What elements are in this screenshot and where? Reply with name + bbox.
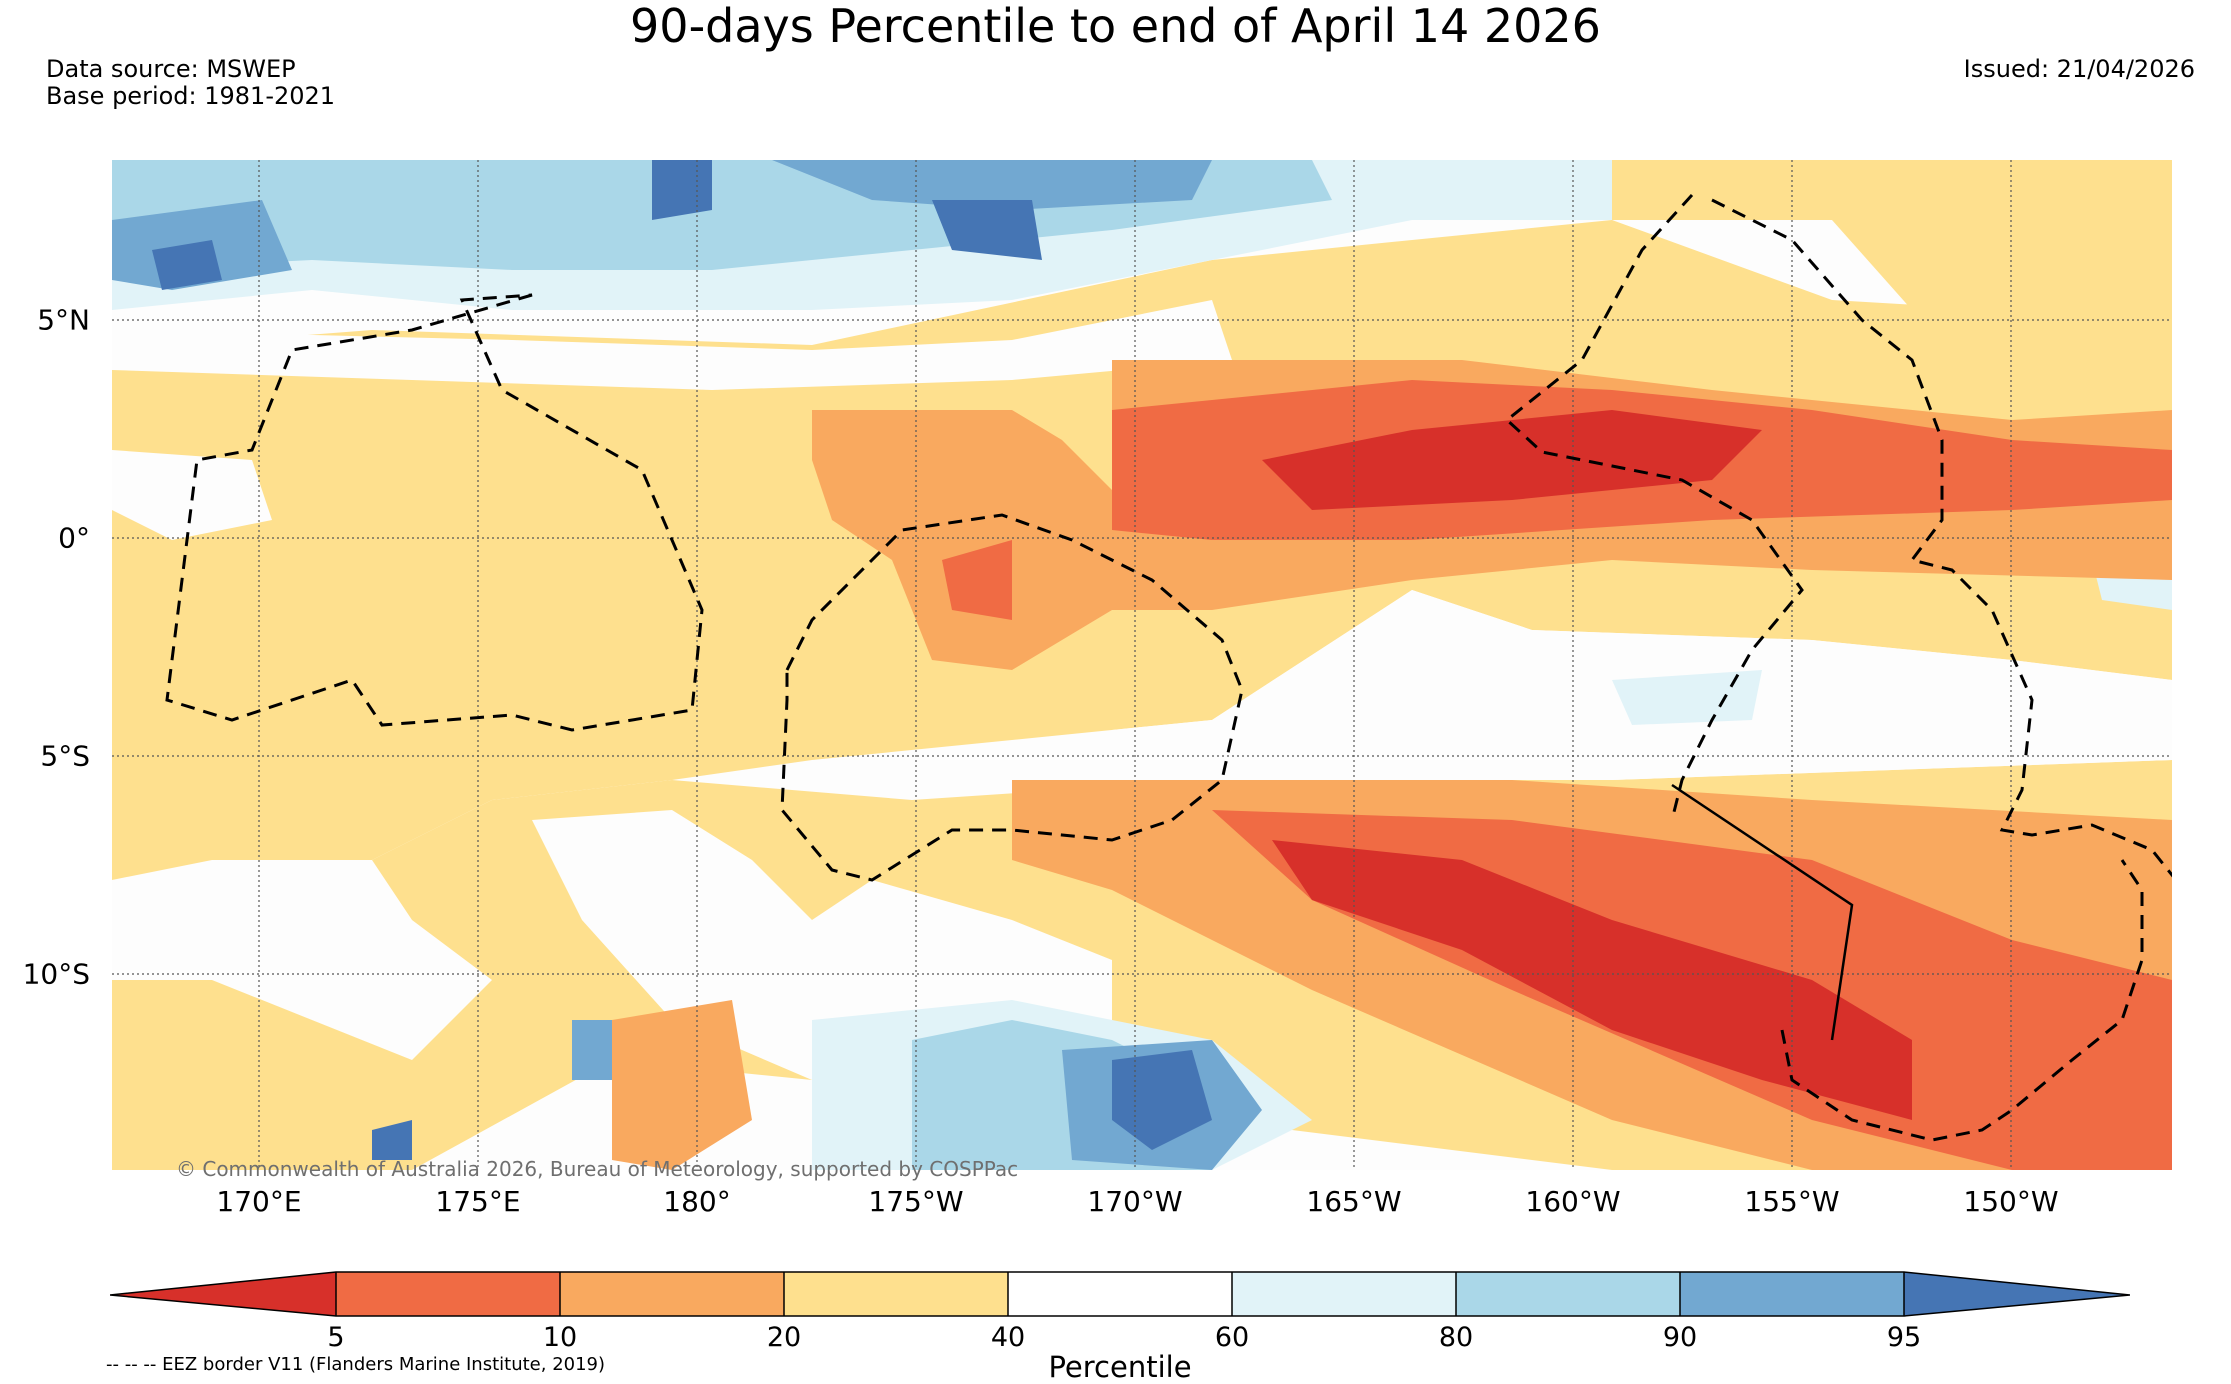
colorbar-tick-60: 60 bbox=[1214, 1322, 1250, 1353]
lon-label-170w: 170°W bbox=[1087, 1185, 1183, 1218]
issued-date: Issued: 21/04/2026 bbox=[1963, 55, 2195, 83]
lon-label-155w: 155°W bbox=[1744, 1185, 1840, 1218]
region-40-60-band-north bbox=[112, 300, 1232, 390]
region-90-95-south bbox=[572, 1020, 1262, 1170]
region-95-plus-south bbox=[372, 1050, 1212, 1160]
lat-label-0: 0° bbox=[58, 521, 90, 555]
colorbar-label: Percentile bbox=[1048, 1350, 1192, 1384]
colorbar-tick-80: 80 bbox=[1438, 1322, 1474, 1353]
eez-borders bbox=[165, 193, 2172, 1142]
lon-label-150w: 150°W bbox=[1963, 1185, 2059, 1218]
lon-label-180: 180° bbox=[663, 1185, 731, 1218]
colorbar-tick-95: 95 bbox=[1886, 1322, 1922, 1353]
region-10-20-sw bbox=[612, 1000, 752, 1170]
maritime-boundary bbox=[1671, 783, 1854, 1041]
colorbar bbox=[109, 1270, 2131, 1322]
lon-label-170e: 170°E bbox=[216, 1185, 302, 1218]
colorbar-segment-4 bbox=[1008, 1272, 1232, 1316]
region-0-5-south bbox=[1272, 840, 1912, 1120]
colorbar-tick-20: 20 bbox=[766, 1322, 802, 1353]
region-60-80-east bbox=[1612, 670, 1762, 725]
colorbar-segment-0 bbox=[110, 1272, 336, 1316]
eez-tokelau-samoa bbox=[780, 513, 1244, 882]
region-20-40-top-right bbox=[1832, 160, 2172, 320]
base-period-text: Base period: 1981-2021 bbox=[46, 82, 336, 110]
region-10-20-equator bbox=[812, 410, 1112, 670]
colorbar-tick-40: 40 bbox=[990, 1322, 1026, 1353]
lon-label-165w: 165°W bbox=[1306, 1185, 1402, 1218]
colorbar-segment-1 bbox=[336, 1272, 560, 1316]
eez-cook-islands bbox=[1780, 859, 2144, 1142]
eez-kiribati-gilbert bbox=[165, 293, 704, 732]
map-title: 90-days Percentile to end of April 14 20… bbox=[630, 0, 1601, 53]
colorbar-segment-5 bbox=[1232, 1272, 1456, 1316]
lat-label-5n: 5°N bbox=[37, 303, 90, 337]
colorbar-segment-7 bbox=[1680, 1272, 1904, 1316]
colorbar-tick-5: 5 bbox=[327, 1322, 345, 1353]
percentile-map[interactable] bbox=[112, 160, 2172, 1170]
lat-label-10s: 10°S bbox=[22, 957, 90, 991]
colorbar-segment-6 bbox=[1456, 1272, 1680, 1316]
region-40-60-sw bbox=[112, 860, 492, 1060]
metadata-block: Data source: MSWEP Base period: 1981-202… bbox=[46, 56, 335, 110]
colorbar-segment-2 bbox=[560, 1272, 784, 1316]
region-20-40-top-mid bbox=[1612, 160, 1832, 220]
lon-label-175e: 175°E bbox=[435, 1185, 521, 1218]
data-source-text: Data source: MSWEP bbox=[46, 55, 296, 83]
colorbar-segment-3 bbox=[784, 1272, 1008, 1316]
colorbar-segment-8 bbox=[1904, 1272, 2130, 1316]
eez-legend: -- -- -- EEZ border V11 (Flanders Marine… bbox=[106, 1354, 606, 1375]
lon-label-160w: 160°W bbox=[1525, 1185, 1621, 1218]
lon-label-175w: 175°W bbox=[868, 1185, 964, 1218]
copyright-notice: © Commonwealth of Australia 2026, Bureau… bbox=[176, 1157, 1019, 1181]
lat-label-5s: 5°S bbox=[40, 739, 90, 773]
region-90-95-north bbox=[112, 160, 1212, 290]
colorbar-tick-10: 10 bbox=[542, 1322, 578, 1353]
colorbar-tick-90: 90 bbox=[1662, 1322, 1698, 1353]
region-5-10-west bbox=[942, 540, 1012, 620]
region-0-5-equator bbox=[1262, 410, 1762, 510]
graticule bbox=[112, 160, 2172, 1170]
